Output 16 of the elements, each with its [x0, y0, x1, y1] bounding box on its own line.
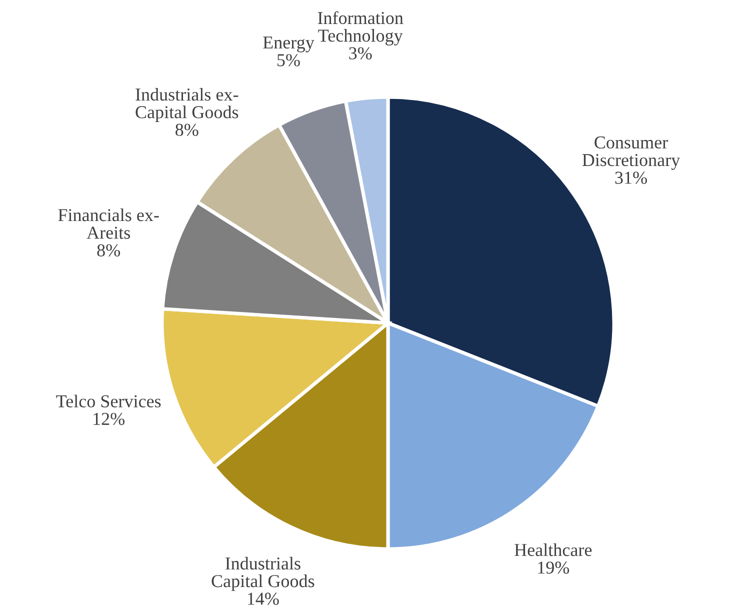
data-label: 12%: [94, 412, 125, 426]
data-label: 8%: [176, 124, 198, 136]
slice-label: Consumer Discretionary: [582, 136, 680, 170]
data-label: 5%: [277, 54, 300, 66]
slice-label: Healthcare: [514, 543, 592, 556]
data-label: 19%: [538, 562, 570, 574]
slice-label: Financials ex- Areits: [58, 208, 159, 239]
data-label: 8%: [97, 244, 120, 257]
data-label: 31%: [615, 172, 647, 184]
slice-label: Information Technology: [318, 11, 404, 46]
data-label: 3%: [349, 47, 372, 60]
slice-label: Industrials Capital Goods: [212, 556, 314, 591]
slice-label: Telco Services: [56, 394, 161, 408]
slice-label: Energy: [263, 36, 314, 52]
data-label: 14%: [248, 592, 279, 605]
slice-label: Industrials ex- Capital Goods: [136, 88, 238, 122]
